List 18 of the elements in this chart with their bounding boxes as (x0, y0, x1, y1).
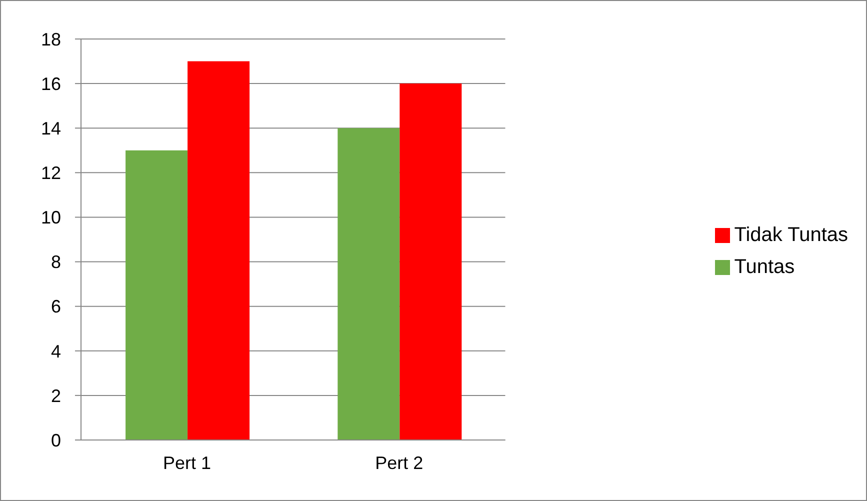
y-tick-label: 10 (40, 208, 61, 228)
y-tick-label: 4 (50, 341, 61, 362)
x-tick-label: Pert 1 (163, 452, 212, 473)
y-tick-label: 8 (50, 252, 61, 272)
bar (338, 128, 400, 440)
y-tick-label: 6 (50, 296, 61, 317)
legend-label: Tidak Tuntas (734, 224, 848, 246)
legend-label: Tuntas (734, 256, 795, 278)
y-tick-label: 16 (40, 74, 61, 94)
x-tick-label: Pert 2 (375, 452, 424, 473)
bar (400, 84, 462, 440)
y-tick-label: 2 (50, 386, 61, 406)
bar (126, 150, 188, 440)
y-tick-label: 14 (40, 118, 61, 138)
bar (188, 61, 250, 440)
y-tick-label: 0 (50, 430, 61, 450)
y-tick-label: 18 (40, 29, 61, 50)
y-tick-label: 12 (40, 163, 61, 184)
